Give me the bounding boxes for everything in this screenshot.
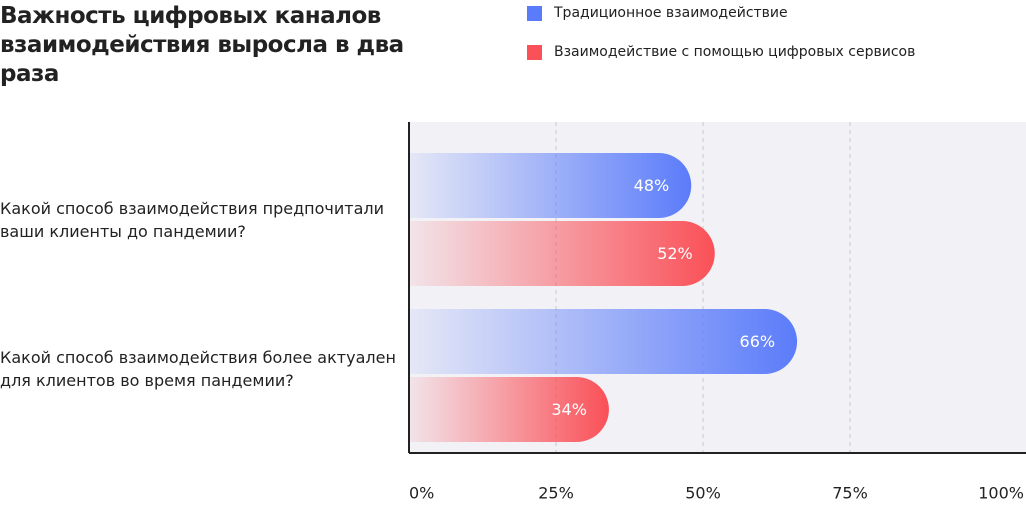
legend-label: Взаимодействие с помощью цифровых сервис…	[554, 44, 916, 60]
x-tick-label: 100%	[978, 484, 1024, 503]
x-tick-label: 50%	[685, 484, 721, 503]
category-label: Какой способ взаимодействия более актуал…	[0, 348, 396, 390]
bar	[409, 153, 692, 218]
chart-title: Важность цифровых каналов взаимодействия…	[0, 3, 404, 87]
legend-swatch	[527, 5, 542, 21]
bar	[409, 377, 609, 442]
value-label: 48%	[634, 176, 670, 195]
bar	[409, 221, 715, 286]
x-tick-label: 75%	[832, 484, 868, 503]
bar	[409, 309, 798, 374]
legend-swatch	[527, 44, 542, 60]
value-label: 52%	[657, 244, 693, 263]
x-tick-label: 0%	[409, 484, 434, 503]
legend-item: Взаимодействие с помощью цифровых сервис…	[527, 44, 915, 60]
value-label: 66%	[740, 332, 776, 351]
x-tick-label: 25%	[538, 484, 574, 503]
legend-item: Традиционное взаимодействие	[527, 5, 788, 21]
legend-label: Традиционное взаимодействие	[554, 5, 788, 21]
value-label: 34%	[551, 400, 587, 419]
category-label: Какой способ взаимодействия предпочитали…	[0, 199, 385, 241]
